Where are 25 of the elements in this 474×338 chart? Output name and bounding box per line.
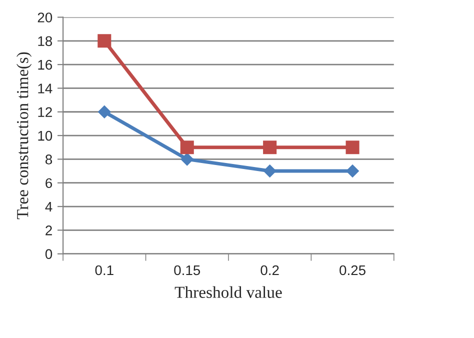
point — [180, 140, 194, 154]
y-tick-label: 4 — [45, 202, 52, 212]
y-tick-label: 2 — [46, 226, 52, 236]
y-tick-label: 6 — [46, 178, 52, 188]
y-tick-label: 18 — [38, 36, 52, 46]
point — [263, 140, 277, 154]
x-tick-label: 0.1 — [95, 265, 114, 276]
point — [346, 164, 359, 178]
point — [98, 34, 112, 48]
y-axis-title: Tree construction time(s) — [16, 52, 32, 220]
x-tick-label: 0.15 — [174, 265, 200, 276]
y-tick-label: 0 — [45, 249, 52, 260]
y-tick-label: 16 — [38, 60, 52, 70]
point — [346, 140, 360, 154]
y-tick-label: 20 — [38, 12, 52, 22]
y-tick-label: 10 — [38, 130, 52, 141]
point — [180, 152, 194, 166]
y-tick-label: 12 — [38, 107, 52, 117]
y-tick-label: 8 — [46, 154, 52, 164]
point — [263, 164, 276, 178]
x-tick-label: 0.25 — [340, 265, 366, 276]
point — [98, 105, 111, 118]
x-axis-title: Threshold value — [174, 286, 282, 298]
y-tick-label: 14 — [38, 84, 52, 94]
x-tick-label: 0.2 — [260, 265, 279, 276]
